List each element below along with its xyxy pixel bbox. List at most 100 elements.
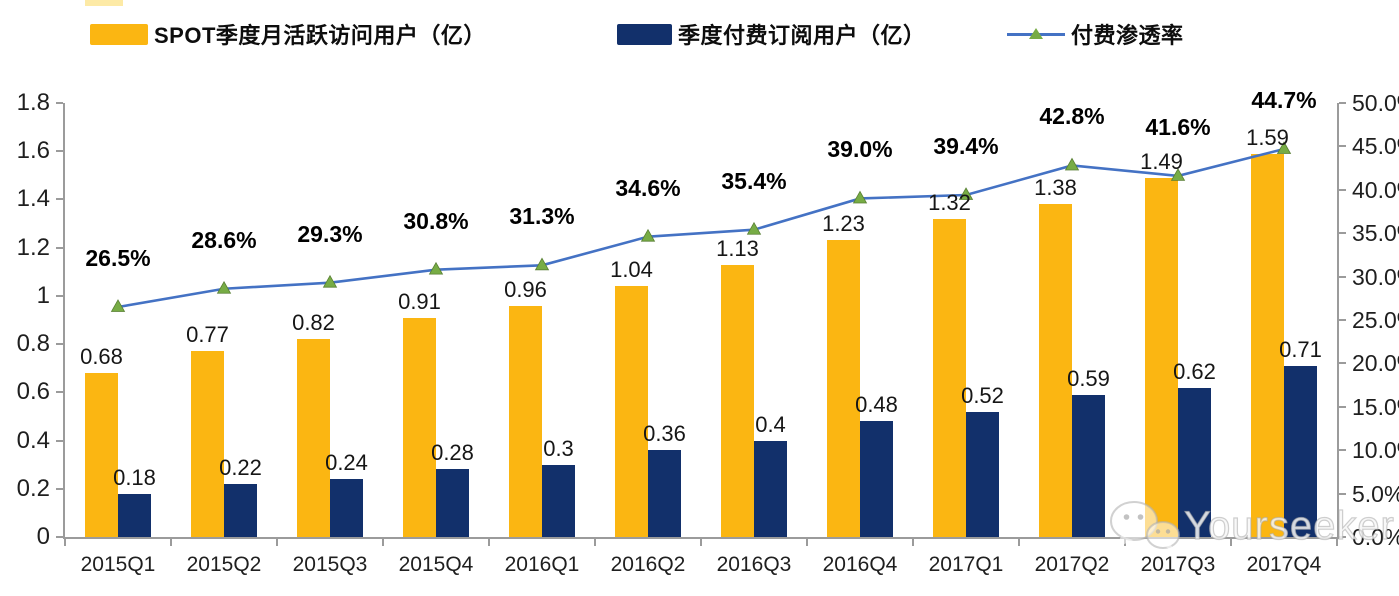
subs-bar bbox=[754, 440, 787, 537]
x-axis-label: 2015Q2 bbox=[186, 553, 262, 576]
x-axis-label: 2016Q4 bbox=[822, 553, 898, 576]
legend-label-penetration: 付费渗透率 bbox=[1071, 23, 1184, 48]
x-tick bbox=[806, 539, 808, 546]
line-marker bbox=[110, 299, 126, 312]
y-tick-label-right: 15.0% bbox=[1352, 393, 1399, 420]
y-tick-left bbox=[56, 391, 63, 394]
y-tick-label-right: 0.0% bbox=[1352, 524, 1399, 550]
y-tick-right bbox=[1339, 319, 1346, 321]
y-tick-label-left: 0.4 bbox=[16, 426, 50, 454]
y-tick-left bbox=[56, 294, 63, 297]
mau-bar-label: 0.77 bbox=[186, 322, 229, 348]
penetration-label: 34.6% bbox=[615, 174, 681, 201]
subs-bar bbox=[860, 421, 893, 537]
y-tick-left bbox=[56, 150, 63, 153]
y-axis-left bbox=[63, 103, 65, 539]
mau-bar bbox=[403, 317, 436, 537]
x-tick bbox=[1230, 539, 1232, 546]
subs-bar-label: 0.62 bbox=[1173, 358, 1216, 384]
y-tick-label-right: 10.0% bbox=[1352, 437, 1399, 464]
penetration-label: 44.7% bbox=[1251, 87, 1317, 113]
x-axis-label: 2015Q1 bbox=[80, 553, 156, 576]
x-axis-label: 2016Q3 bbox=[716, 553, 792, 576]
mau-bar-label: 1.49 bbox=[1140, 148, 1183, 174]
x-axis-label: 2017Q4 bbox=[1246, 553, 1322, 576]
y-tick-left bbox=[56, 343, 63, 346]
y-tick-right bbox=[1339, 449, 1346, 452]
subs-bar-label: 0.22 bbox=[219, 454, 262, 480]
x-tick bbox=[912, 539, 914, 546]
x-axis-label: 2015Q3 bbox=[292, 553, 368, 576]
penetration-label: 30.8% bbox=[403, 207, 469, 234]
y-tick-label-right: 30.0% bbox=[1352, 263, 1399, 290]
mau-bar-label: 0.82 bbox=[292, 310, 335, 336]
y-tick-right bbox=[1339, 536, 1346, 538]
subs-swatch bbox=[617, 23, 672, 45]
mau-bar bbox=[191, 351, 224, 537]
mau-bar-label: 0.68 bbox=[80, 344, 123, 370]
line-marker bbox=[216, 280, 232, 294]
subs-bar bbox=[1284, 365, 1317, 537]
mau-bar bbox=[297, 339, 330, 537]
mau-bar-label: 1.32 bbox=[928, 189, 971, 215]
line-marker bbox=[852, 190, 868, 204]
mau-bar bbox=[85, 373, 118, 537]
y-tick-right bbox=[1339, 405, 1346, 408]
y-tick-right bbox=[1339, 188, 1346, 191]
y-tick-right bbox=[1339, 492, 1346, 495]
penetration-line-swatch bbox=[1007, 24, 1065, 45]
y-tick-right bbox=[1339, 275, 1346, 278]
y-tick-label-right: 45.0% bbox=[1352, 133, 1399, 160]
subs-bar-label: 0.48 bbox=[855, 392, 898, 418]
x-axis-label: 2015Q4 bbox=[398, 553, 474, 576]
x-axis bbox=[63, 537, 1339, 539]
y-tick-label-left: 0.6 bbox=[16, 378, 50, 406]
subs-bar-label: 0.59 bbox=[1067, 365, 1110, 391]
subs-bar bbox=[1072, 394, 1105, 537]
y-tick-label-left: 1 bbox=[36, 281, 50, 309]
y-tick-left bbox=[56, 439, 63, 442]
x-axis-label: 2016Q2 bbox=[610, 553, 686, 576]
y-tick-label-right: 20.0% bbox=[1352, 350, 1399, 377]
line-marker bbox=[746, 221, 762, 235]
mau-bar-label: 1.59 bbox=[1246, 124, 1289, 150]
penetration-label: 26.5% bbox=[85, 244, 151, 271]
y-tick-label-right: 25.0% bbox=[1352, 307, 1399, 333]
line-marker bbox=[640, 228, 656, 242]
y-tick-label-left: 1.8 bbox=[16, 89, 50, 116]
legend-item-subs: 季度付费订阅用户（亿） bbox=[617, 18, 926, 50]
x-tick bbox=[1124, 539, 1126, 546]
x-axis-label: 2017Q3 bbox=[1140, 553, 1216, 576]
subs-bar-label: 0.28 bbox=[431, 440, 474, 466]
penetration-label: 29.3% bbox=[297, 220, 363, 247]
mau-bar bbox=[615, 286, 648, 537]
legend-item-penetration: 付费渗透率 bbox=[1007, 18, 1184, 50]
mau-bar bbox=[509, 305, 542, 537]
x-axis-label: 2017Q2 bbox=[1034, 553, 1110, 576]
y-tick-left bbox=[56, 536, 63, 538]
x-tick bbox=[276, 539, 278, 546]
subs-bar bbox=[224, 483, 257, 537]
subs-bar-label: 0.71 bbox=[1279, 336, 1322, 362]
penetration-label: 42.8% bbox=[1039, 103, 1105, 130]
x-tick bbox=[594, 539, 596, 546]
y-axis-right bbox=[1337, 103, 1339, 539]
y-tick-right bbox=[1339, 145, 1346, 148]
y-tick-right bbox=[1339, 232, 1346, 235]
y-tick-label-left: 0 bbox=[36, 523, 50, 550]
y-tick-label-right: 5.0% bbox=[1352, 480, 1399, 507]
subs-bar-label: 0.18 bbox=[113, 464, 156, 490]
x-tick bbox=[170, 539, 172, 546]
subs-bar bbox=[330, 479, 363, 537]
x-tick bbox=[488, 539, 490, 546]
x-tick bbox=[64, 539, 66, 546]
x-tick bbox=[1336, 539, 1338, 546]
y-tick-label-right: 35.0% bbox=[1352, 220, 1399, 247]
subs-bar bbox=[1178, 387, 1211, 537]
y-tick-label-right: 50.0% bbox=[1352, 90, 1399, 116]
x-axis-label: 2017Q1 bbox=[928, 553, 1004, 576]
mau-bar bbox=[721, 264, 754, 537]
mau-bar bbox=[1145, 177, 1178, 537]
mau-bar-label: 1.13 bbox=[716, 235, 759, 261]
